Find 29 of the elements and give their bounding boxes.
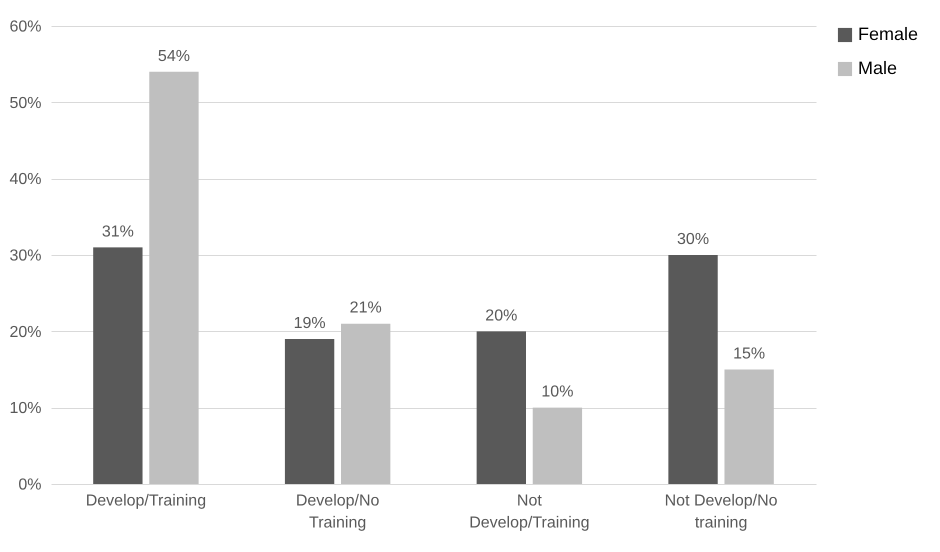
y-tick-label: 50% (9, 94, 42, 112)
y-tick-label: 10% (9, 400, 42, 418)
data-label: 10% (541, 384, 574, 401)
bar (93, 247, 143, 484)
bar (341, 324, 390, 484)
bar (724, 370, 774, 484)
y-tick-label: 60% (9, 18, 42, 36)
bar (284, 338, 334, 484)
bar (149, 72, 199, 484)
legend-label: Female (858, 24, 918, 44)
bar (532, 408, 582, 484)
data-label: 21% (350, 300, 382, 317)
y-tick-label: 20% (9, 324, 42, 341)
y-tick-label: 30% (9, 248, 42, 264)
x-tick-label: Not Develop/No training (664, 492, 778, 532)
y-tick-label: 0% (18, 476, 42, 494)
data-label: 30% (677, 231, 710, 248)
bar (668, 255, 718, 484)
x-tick-label: Not Develop/Training (469, 492, 590, 532)
bar (476, 331, 526, 484)
y-tick-label: 40% (9, 171, 42, 188)
x-tick-label: Develop/Training (86, 492, 206, 510)
legend-label: Male (858, 58, 898, 78)
data-label: 31% (102, 223, 134, 240)
x-tick-label: Develop/No Training (296, 492, 380, 532)
data-label: 19% (294, 314, 326, 332)
data-label: 20% (485, 307, 518, 324)
data-label: 15% (733, 346, 766, 362)
data-label: 54% (158, 48, 190, 65)
